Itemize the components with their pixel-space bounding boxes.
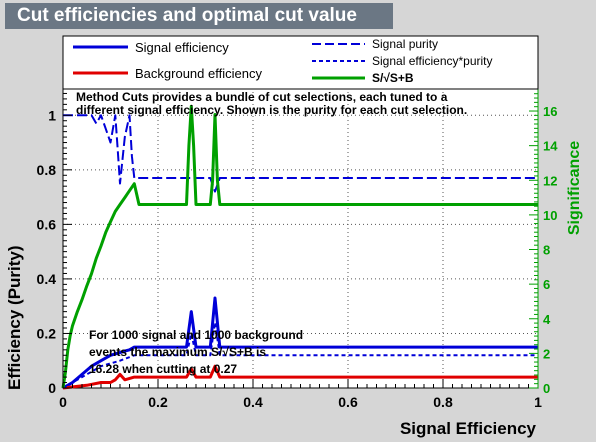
annotation-line-2: events the maximum S/√S+B is	[89, 345, 266, 359]
y-tick-label: 0.4	[37, 271, 57, 287]
y-tick-label: 0.6	[37, 216, 57, 232]
title-box: Cut efficiencies and optimal cut value	[5, 3, 393, 29]
annotation-line-3: 16.28 when cutting at 0.27	[89, 362, 237, 376]
legend-label-signal-efficiency: Signal efficiency	[135, 40, 229, 55]
y2-tick-label: 2	[543, 346, 550, 361]
y2-axis-label: Significance	[566, 141, 583, 235]
y-tick-label: 1	[48, 107, 56, 123]
y-tick-label: 0	[48, 380, 56, 396]
legend-label-signal-purity: Signal purity	[372, 37, 438, 51]
x-tick-label: 0.8	[433, 394, 453, 410]
y2-tick-label: 16	[543, 104, 557, 119]
y2-tick-label: 10	[543, 208, 557, 223]
series-group	[61, 104, 538, 390]
legend-label-signal-eff-purity: Signal efficiency*purity	[372, 54, 493, 68]
y-axis-label: Efficiency (Purity)	[5, 245, 24, 390]
x-tick-label: 1	[534, 394, 542, 410]
annotation: For 1000 signal and 1000 background even…	[89, 328, 303, 376]
legend-label-significance: S/√S+B	[372, 71, 414, 85]
y2-tick-label: 0	[543, 381, 550, 396]
x-tick-label: 0	[59, 394, 67, 410]
series-line-3	[62, 321, 538, 389]
legend-box	[62, 35, 539, 90]
y2-tick-label: 12	[543, 173, 557, 188]
x-tick-label: 0.6	[338, 394, 358, 410]
y2-tick-label: 4	[543, 312, 551, 327]
description-line-2: different signal efficiency. Shown is th…	[76, 103, 467, 117]
plot-frame	[62, 87, 539, 389]
x-axis-label: Signal Efficiency	[400, 419, 537, 438]
axes: 0 0.2 0.4 0.6 0.8 100.20.40.60.81024681012141…	[37, 87, 558, 410]
y2-tick-label: 14	[543, 139, 558, 154]
y-tick-label: 0.2	[37, 325, 57, 341]
annotation-line-1: For 1000 signal and 1000 background	[89, 328, 303, 342]
y2-tick-label: 6	[543, 277, 550, 292]
legend: Signal efficiency Background efficiency …	[62, 35, 539, 90]
x-tick-label: 0.2	[148, 394, 168, 410]
legend-label-background-efficiency: Background efficiency	[135, 66, 262, 81]
y2-tick-label: 8	[543, 243, 550, 258]
x-tick-label: 0.4	[243, 394, 263, 410]
description: Method Cuts provides a bundle of cut sel…	[76, 90, 467, 117]
series-line-2	[63, 114, 538, 193]
series-line-1	[62, 364, 538, 390]
description-line-1: Method Cuts provides a bundle of cut sel…	[76, 90, 448, 104]
series-line-0	[62, 296, 538, 390]
y-tick-label: 0.8	[37, 162, 57, 178]
chart-title: Cut efficiencies and optimal cut value	[17, 5, 357, 26]
series-line-4	[61, 104, 538, 389]
